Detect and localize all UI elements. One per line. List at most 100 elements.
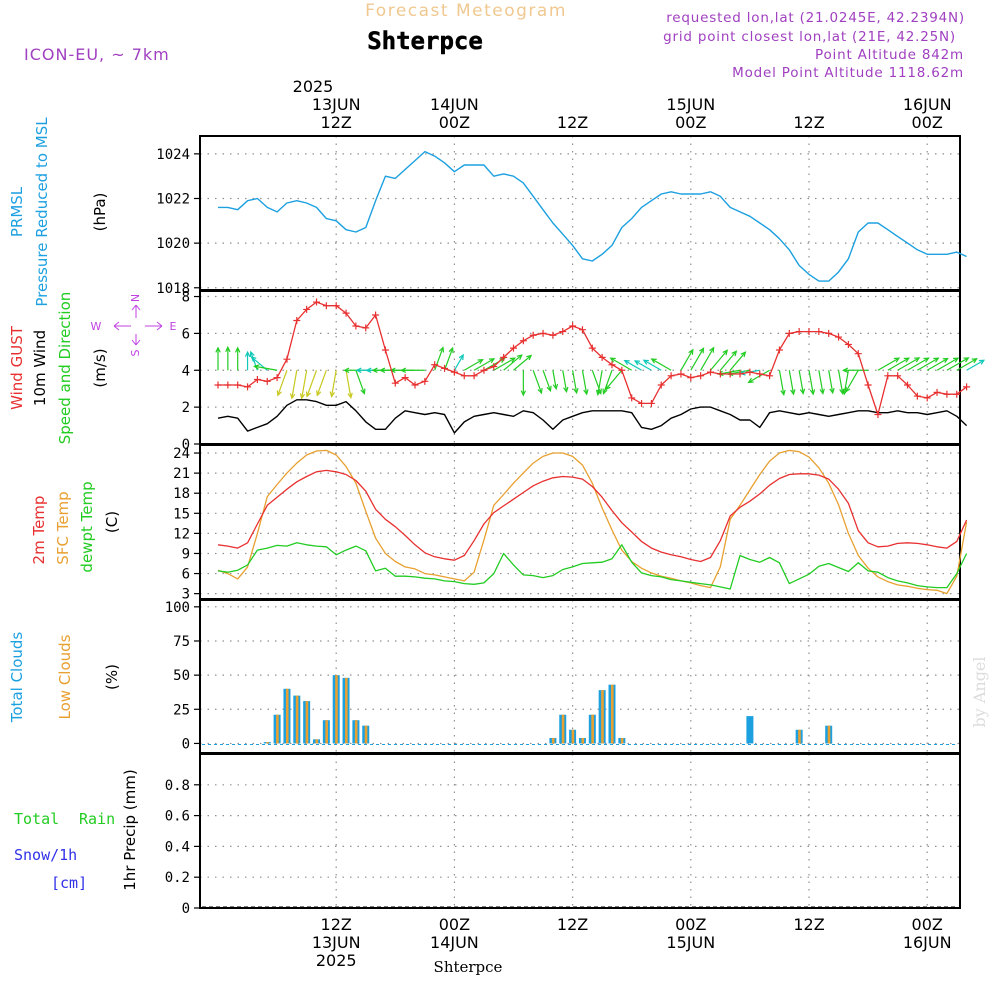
y-tick-label: 0.4 (165, 839, 190, 855)
wind-arrow (503, 354, 523, 371)
wind-panel-labels: Wind GUST 10m Wind Speed and Direction (… (8, 292, 109, 445)
wind-gust-line (218, 301, 967, 416)
wind-arrow-head (923, 357, 930, 363)
wind-arrow-head (526, 354, 533, 361)
low-cloud-bar (798, 729, 801, 744)
top-date-label: 15JUN (666, 95, 715, 114)
wind-gust-markers (214, 298, 971, 419)
bottom-hour-label: 00Z (912, 915, 943, 934)
pressure-panel-labels: PRMSL Pressure Reduced to MSL (hPa) (8, 117, 109, 307)
chart-series-layer (202, 150, 986, 908)
wind-arrow-head (633, 360, 641, 366)
wind-arrow (473, 358, 495, 371)
wind-arrow (837, 370, 844, 394)
gust-marker (431, 361, 439, 369)
wind-arrow (597, 370, 603, 395)
y-tick-label: 6 (182, 567, 190, 583)
wind-arrow-head (740, 351, 747, 358)
wind-arrow-head (623, 359, 630, 366)
wind-arrow-head (971, 358, 978, 364)
low-cloud-bar (325, 720, 328, 744)
wind-arrow (443, 347, 454, 371)
wind-arrow-head (845, 386, 851, 393)
y-tick-label: 8 (182, 290, 190, 306)
wind-arrow (956, 358, 977, 371)
wind-arrow (719, 350, 737, 371)
wind-arrow (463, 359, 483, 371)
precip-snow-unit: [cm] (51, 874, 87, 892)
wind-arrow-head (329, 391, 335, 398)
chart-panels: 1018102010221024024683691215182124025507… (156, 135, 961, 917)
wind-arrow (355, 370, 365, 394)
wind-arrow-head (963, 357, 970, 363)
wind-arrow (605, 369, 623, 390)
y-tick-label: 1020 (156, 236, 190, 252)
wind-arrow (602, 370, 613, 394)
gust-marker (224, 381, 232, 389)
wind-arrow-head (552, 383, 559, 391)
wind-arrow (345, 370, 352, 398)
grid-point-coords: grid point closest lon,lat (21E, 42.25N) (663, 29, 956, 45)
gust-marker (362, 324, 370, 332)
wind-arrow-head (343, 367, 350, 373)
y-tick-label: 1022 (156, 191, 190, 207)
y-tick-label: 1018 (156, 281, 190, 297)
low-cloud-bar (354, 720, 358, 744)
gust-marker (913, 392, 921, 400)
wind-arrow (710, 349, 728, 371)
low-cloud-bar (345, 677, 348, 744)
y-tick-label: 0 (182, 437, 190, 453)
wind-arrow (907, 357, 929, 371)
wind-arrow-head (215, 346, 221, 353)
gust-marker (795, 328, 803, 336)
gust-marker (401, 374, 409, 382)
wind-direction-arrows (215, 345, 986, 400)
gust-marker (303, 305, 311, 313)
wind-arrow (291, 370, 298, 399)
panel-frame (199, 444, 961, 600)
gust-marker (234, 381, 242, 389)
wind-arrow (917, 357, 939, 371)
wind-arrow-head (276, 390, 282, 397)
wind-arrow (434, 347, 444, 371)
panel-frame (199, 753, 961, 909)
bottom-location-name: Shterpce (434, 958, 503, 976)
wind-arrow-head (516, 354, 523, 360)
wind-arrow (897, 357, 920, 371)
y-tick-label: 0 (182, 736, 190, 752)
gust-marker (618, 366, 626, 374)
prmsl-label: PRMSL (8, 186, 26, 237)
wind-arrow (788, 370, 795, 395)
panel-0: 1018 1020 1022 1024 (156, 135, 961, 297)
wind-arrow-head (952, 357, 960, 363)
gust-marker (529, 331, 537, 339)
low-cloud-bar (364, 725, 368, 744)
wind-arrow-head (978, 359, 986, 365)
gust-marker (608, 361, 616, 369)
wind-arrow-head (371, 367, 378, 373)
gust-marker (628, 394, 636, 402)
gust-marker (539, 329, 547, 337)
wind-arrow-head (253, 364, 260, 370)
gust-marker (775, 346, 783, 354)
gust-marker (470, 372, 478, 380)
low-clouds-label: Low Clouds (56, 634, 74, 719)
wind-arrow-head (609, 357, 616, 363)
sfc-temp-line (217, 449, 968, 595)
y-tick-label: 12 (173, 526, 190, 542)
wind-arrow (778, 370, 785, 395)
gust-marker (510, 344, 517, 352)
precip-rain-label: Rain (79, 810, 115, 828)
wind-arrow-head (688, 348, 694, 355)
wind-unit: (m/s) (91, 348, 109, 387)
wind-arrow (453, 354, 464, 371)
gust-marker (293, 316, 301, 324)
gust-marker (480, 366, 488, 374)
low-cloud-bar (266, 742, 269, 744)
gust-marker (697, 372, 705, 380)
wind-arrow (634, 360, 652, 371)
y-tick-label: 0.6 (165, 809, 190, 825)
wind-arrow-head (819, 388, 825, 395)
